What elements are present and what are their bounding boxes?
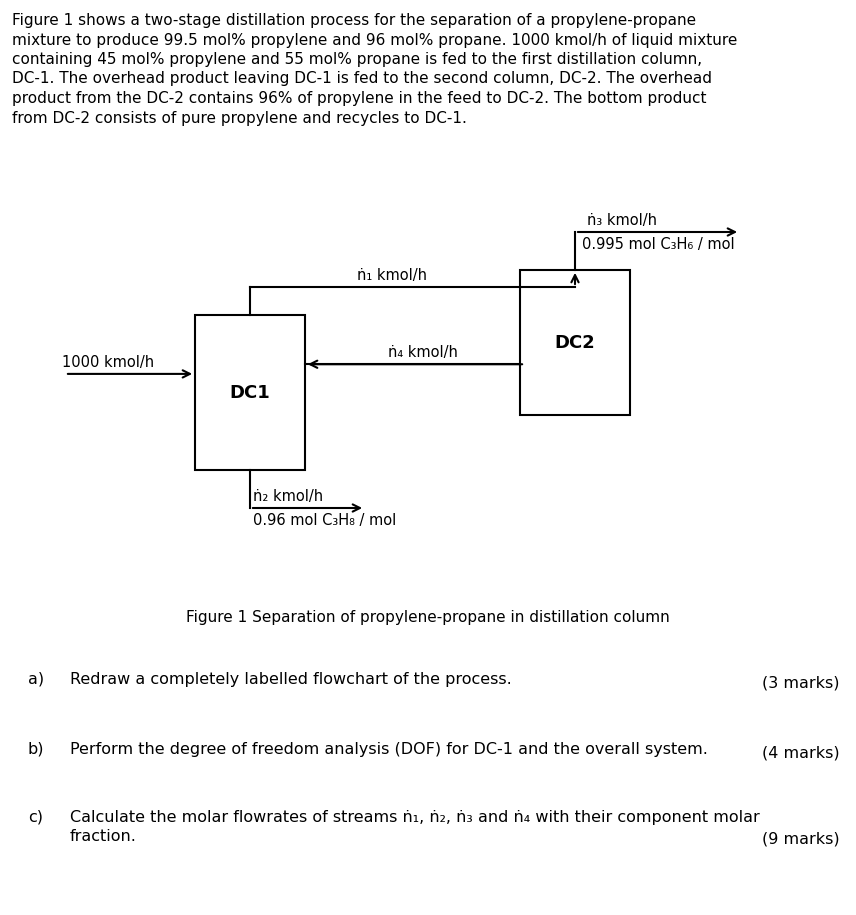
Text: ṅ₁ kmol/h: ṅ₁ kmol/h (358, 268, 427, 283)
Bar (520, 270, 630, 415)
Text: (4 marks): (4 marks) (763, 745, 840, 760)
Bar (195, 315, 305, 470)
Text: fraction.: fraction. (70, 829, 137, 844)
Text: 1000 kmol/h: 1000 kmol/h (62, 355, 154, 370)
Text: Redraw a completely labelled flowchart of the process.: Redraw a completely labelled flowchart o… (70, 672, 512, 687)
Text: from DC-2 consists of pure propylene and recycles to DC-1.: from DC-2 consists of pure propylene and… (12, 111, 467, 125)
Text: (9 marks): (9 marks) (763, 832, 840, 847)
Text: DC-1. The overhead product leaving DC-1 is fed to the second column, DC-2. The o: DC-1. The overhead product leaving DC-1 … (12, 71, 712, 87)
Text: Calculate the molar flowrates of streams ṅ₁, ṅ₂, ṅ₃ and ṅ₄ with their component : Calculate the molar flowrates of streams… (70, 810, 760, 825)
Text: Figure 1 shows a two-stage distillation process for the separation of a propylen: Figure 1 shows a two-stage distillation … (12, 13, 696, 28)
Text: b): b) (28, 742, 45, 757)
Text: 0.995 mol C₃H₆ / mol: 0.995 mol C₃H₆ / mol (582, 237, 735, 252)
Text: 0.96 mol C₃H₈ / mol: 0.96 mol C₃H₈ / mol (253, 513, 396, 528)
Text: mixture to produce 99.5 mol% propylene and 96 mol% propane. 1000 kmol/h of liqui: mixture to produce 99.5 mol% propylene a… (12, 33, 737, 48)
Text: containing 45 mol% propylene and 55 mol% propane is fed to the first distillatio: containing 45 mol% propylene and 55 mol%… (12, 52, 702, 67)
Text: ṅ₂ kmol/h: ṅ₂ kmol/h (253, 489, 323, 504)
Text: c): c) (28, 810, 43, 825)
Text: Figure 1 Separation of propylene-propane in distillation column: Figure 1 Separation of propylene-propane… (186, 610, 670, 625)
Text: DC1: DC1 (229, 383, 270, 402)
Text: Perform the degree of freedom analysis (DOF) for DC-1 and the overall system.: Perform the degree of freedom analysis (… (70, 742, 708, 757)
Text: ṅ₄ kmol/h: ṅ₄ kmol/h (388, 345, 457, 361)
Text: (3 marks): (3 marks) (763, 675, 840, 690)
Text: product from the DC-2 contains 96% of propylene in the feed to DC-2. The bottom : product from the DC-2 contains 96% of pr… (12, 91, 706, 106)
Text: ṅ₃ kmol/h: ṅ₃ kmol/h (587, 213, 657, 228)
Text: a): a) (28, 672, 45, 687)
Text: DC2: DC2 (555, 333, 596, 351)
